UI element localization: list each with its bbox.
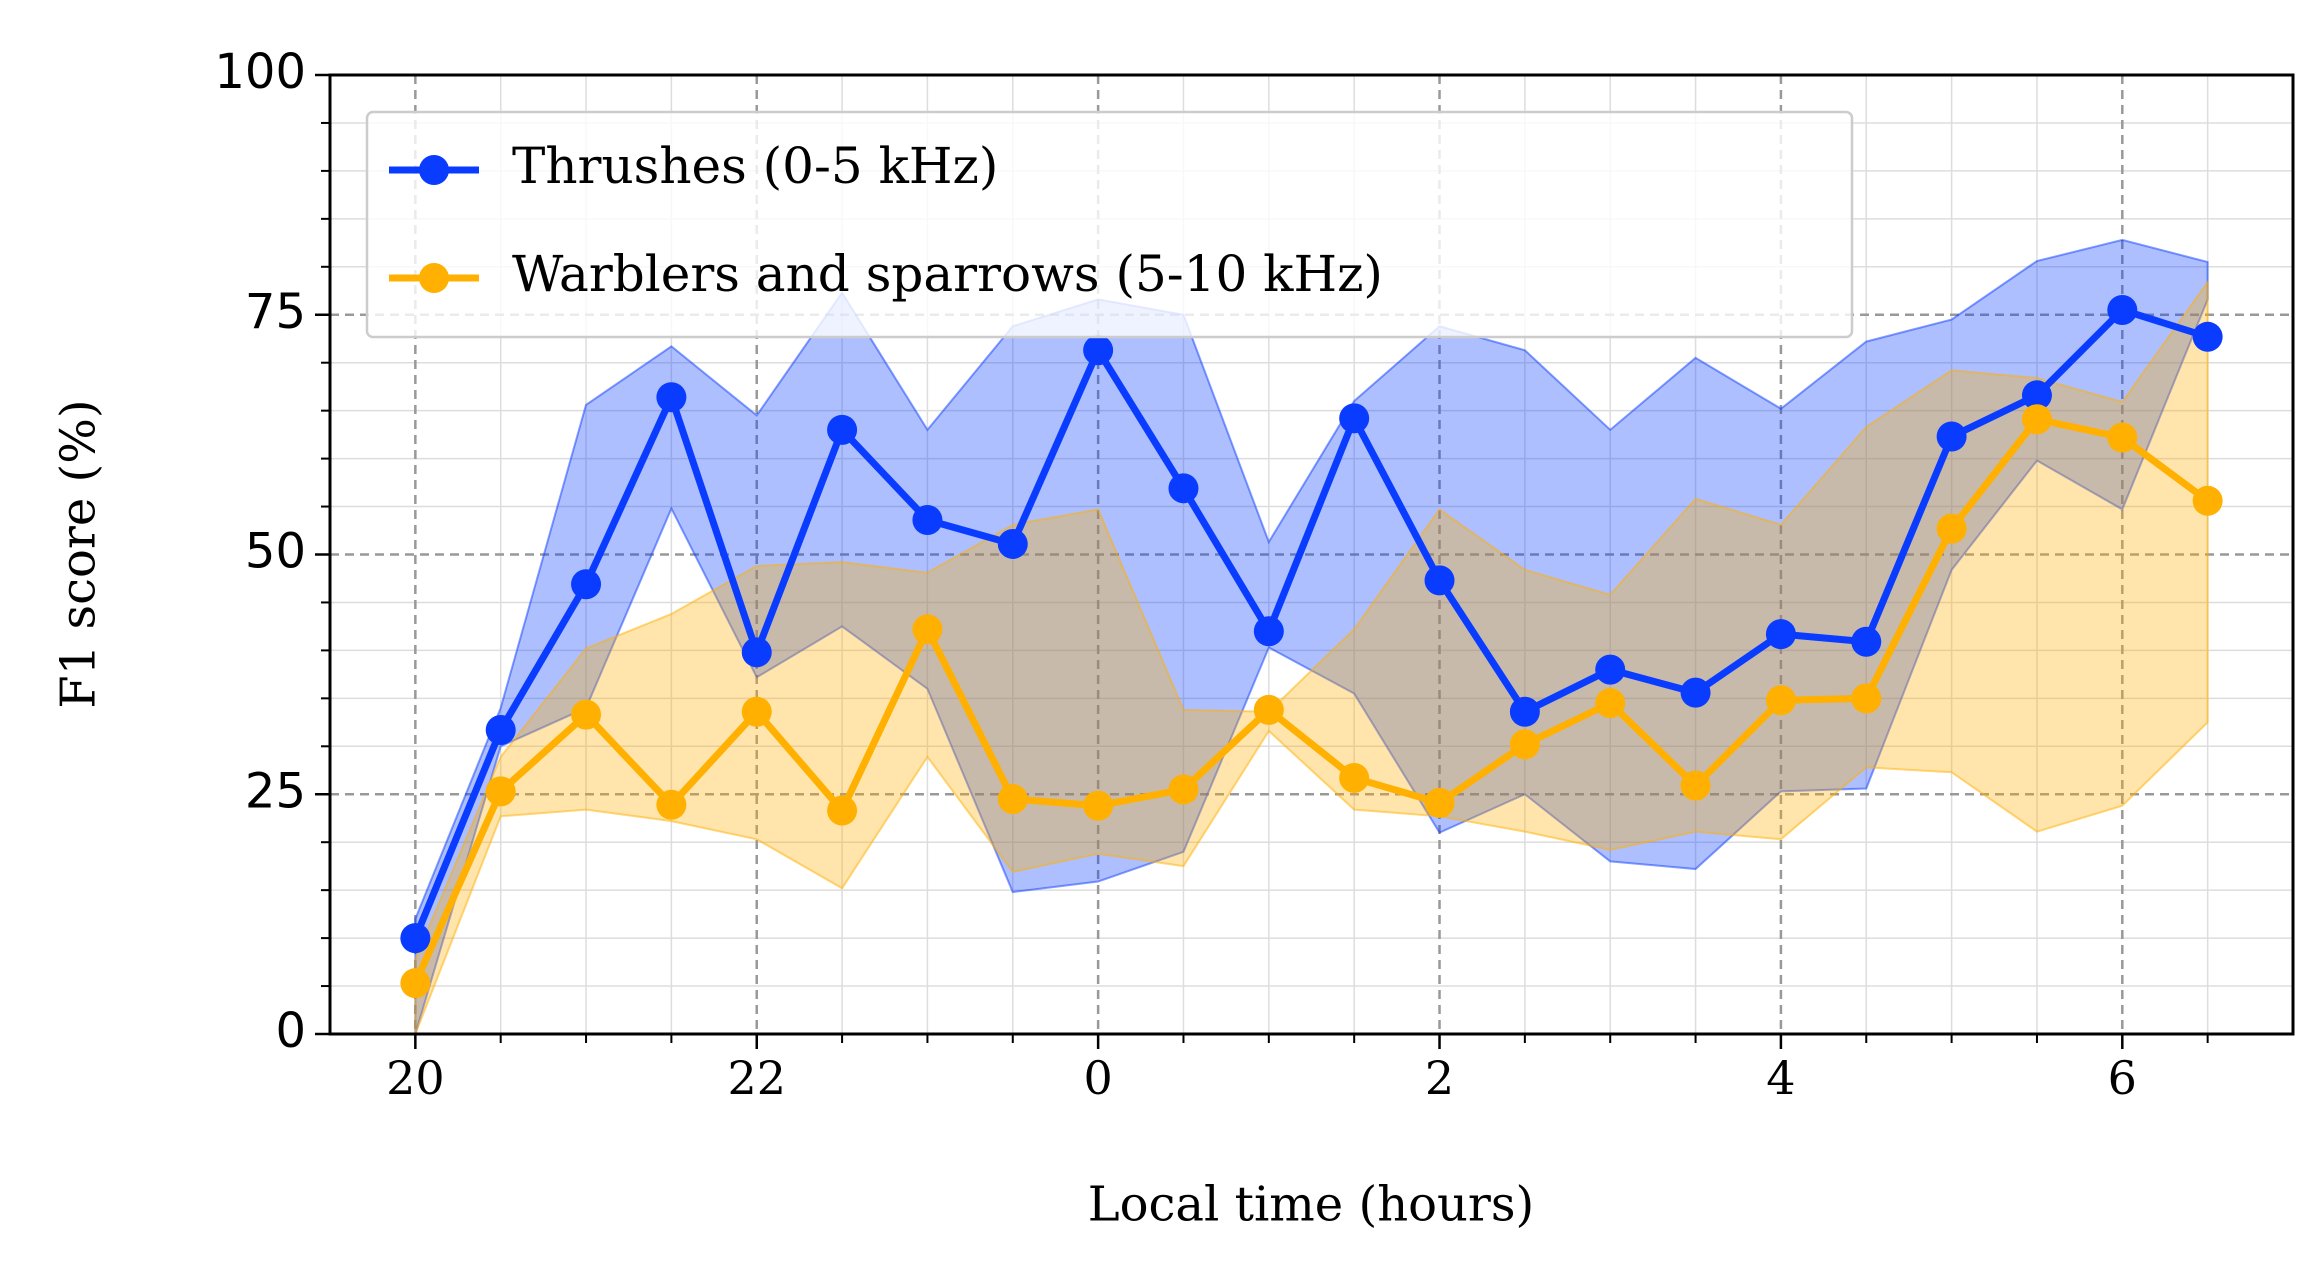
marker <box>912 504 943 535</box>
series-line <box>412 415 2210 985</box>
legend-marker <box>419 263 449 293</box>
marker <box>1253 616 1284 647</box>
marker <box>997 784 1028 815</box>
marker <box>827 795 858 826</box>
marker <box>400 968 431 999</box>
marker <box>485 776 516 807</box>
marker <box>912 614 943 645</box>
marker <box>1339 762 1370 793</box>
marker <box>656 382 687 413</box>
marker <box>485 714 516 745</box>
plot-frame <box>328 73 2295 1036</box>
marker <box>1680 770 1711 801</box>
marker <box>2107 422 2138 453</box>
marker <box>827 414 858 445</box>
marker <box>571 569 602 600</box>
marker <box>2021 404 2052 435</box>
marker <box>997 528 1028 559</box>
marker <box>1851 683 1882 714</box>
y-axis-label: F1 score (%) <box>51 399 107 708</box>
marker <box>1168 473 1199 504</box>
marker <box>1680 677 1711 708</box>
marker <box>1168 774 1199 805</box>
marker <box>2021 380 2052 411</box>
marker <box>1424 787 1455 818</box>
marker <box>1424 565 1455 596</box>
x-tick-label: 4 <box>1766 1051 1795 1105</box>
marker <box>741 696 772 727</box>
y-tick-label: 0 <box>275 1003 306 1059</box>
marker <box>1765 619 1796 650</box>
marker <box>1509 696 1540 727</box>
y-tick-label: 100 <box>214 44 306 100</box>
marker <box>1936 421 1967 452</box>
marker <box>1595 654 1626 685</box>
marker <box>1851 626 1882 657</box>
x-tick-label: 22 <box>727 1051 786 1105</box>
y-tick-label: 25 <box>245 763 306 819</box>
marker <box>1253 694 1284 725</box>
marker <box>741 637 772 668</box>
marker <box>1339 403 1370 434</box>
marker <box>571 699 602 730</box>
marker <box>1765 685 1796 716</box>
marker <box>2192 485 2223 516</box>
marker <box>1083 335 1114 366</box>
y-tick-label: 50 <box>245 524 306 580</box>
legend-marker <box>419 155 449 185</box>
marker <box>400 923 431 954</box>
legend-box <box>365 110 1854 339</box>
y-tick-label: 75 <box>245 284 306 340</box>
marker <box>1595 688 1626 719</box>
marker <box>2192 321 2223 352</box>
error-band <box>414 279 2209 1035</box>
legend-label: Thrushes (0-5 kHz) <box>512 137 998 195</box>
x-axis-label: Local time (hours) <box>1088 1177 1534 1233</box>
x-tick-label: 20 <box>386 1051 445 1105</box>
marker <box>656 789 687 820</box>
marker <box>1083 790 1114 821</box>
marker <box>2107 294 2138 325</box>
marker <box>1509 729 1540 760</box>
marker <box>1936 513 1967 544</box>
x-tick-label: 6 <box>2108 1051 2137 1105</box>
x-tick-label: 2 <box>1425 1051 1454 1105</box>
series-line <box>412 306 2209 940</box>
legend-label: Warblers and sparrows (5-10 kHz) <box>512 245 1383 303</box>
x-tick-label: 0 <box>1083 1051 1112 1105</box>
